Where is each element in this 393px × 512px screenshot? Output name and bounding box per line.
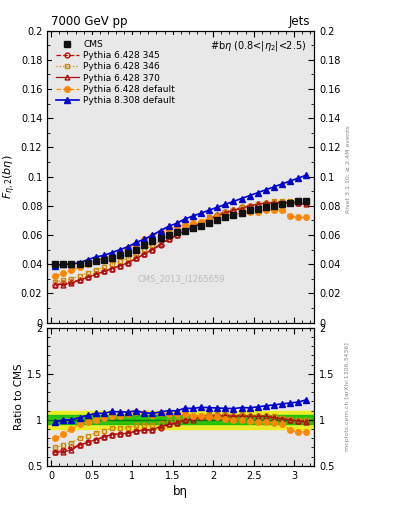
Text: #b$\eta$ (0.8<|$\eta_2$|<2.5): #b$\eta$ (0.8<|$\eta_2$|<2.5) bbox=[210, 39, 307, 53]
Text: 7000 GeV pp: 7000 GeV pp bbox=[51, 15, 128, 28]
X-axis label: bη: bη bbox=[173, 485, 188, 498]
Text: mcplots.cern.ch [arXiv:1306.3436]: mcplots.cern.ch [arXiv:1306.3436] bbox=[345, 343, 350, 451]
Legend: CMS, Pythia 6.428 345, Pythia 6.428 346, Pythia 6.428 370, Pythia 6.428 default,: CMS, Pythia 6.428 345, Pythia 6.428 346,… bbox=[51, 35, 180, 110]
Bar bbox=[47, 411, 314, 429]
Text: Rivet 3.1.10; ≥ 2.4M events: Rivet 3.1.10; ≥ 2.4M events bbox=[345, 125, 350, 213]
Text: CMS_2013_I1265659: CMS_2013_I1265659 bbox=[137, 274, 224, 283]
Y-axis label: Ratio to CMS: Ratio to CMS bbox=[14, 364, 24, 430]
Text: Jets: Jets bbox=[289, 15, 310, 28]
Y-axis label: $F_{\eta,2}(b\eta)$: $F_{\eta,2}(b\eta)$ bbox=[2, 155, 18, 199]
Bar bbox=[47, 415, 314, 424]
